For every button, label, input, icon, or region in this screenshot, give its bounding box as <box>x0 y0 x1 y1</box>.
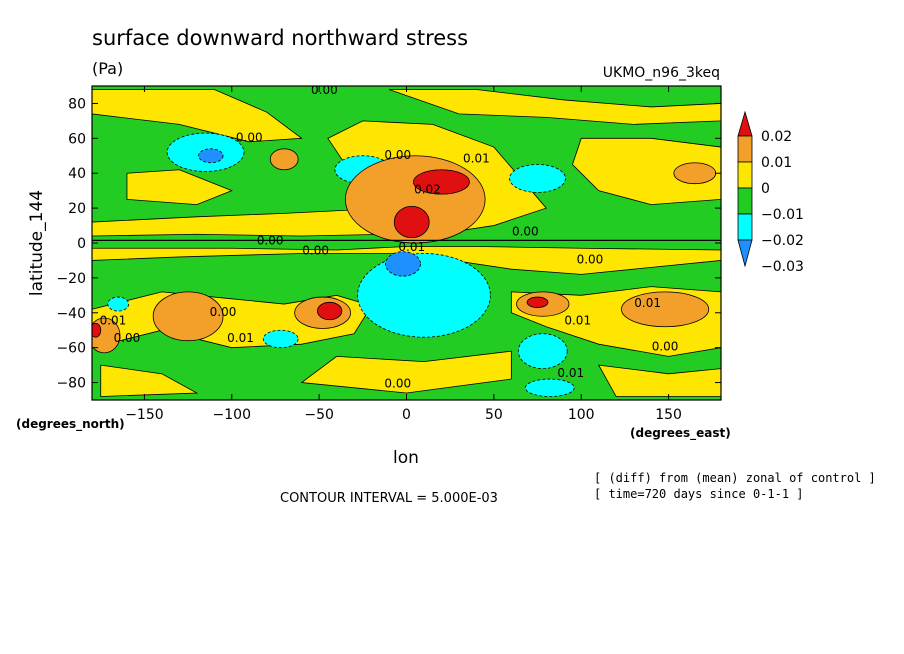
contour-label: 0.00 <box>652 340 679 354</box>
x-tick-label: −150 <box>125 407 163 423</box>
anomaly-region <box>509 164 566 193</box>
anomaly-region <box>673 162 717 185</box>
positive-region <box>92 246 721 275</box>
y-tick-label: 20 <box>68 201 86 217</box>
contour-label: 0.01 <box>227 331 254 345</box>
note-line-2: [ time=720 days since 0-1-1 ] <box>594 487 804 501</box>
x-tick-label: 0 <box>402 407 411 423</box>
contour-label: 0.01 <box>564 314 591 328</box>
anomaly-region <box>316 301 343 321</box>
x-axis-label: lon <box>393 448 419 468</box>
x-tick-label: 150 <box>655 407 682 423</box>
colorbar: 0.02 0.01 0 −0.01 −0.02 −0.03 <box>737 110 804 275</box>
y-tick-label: 40 <box>68 166 86 182</box>
contour-label: 0.00 <box>577 252 604 266</box>
anomaly-region <box>92 322 102 338</box>
colorbar-swatch <box>737 135 753 163</box>
x-axis-units: (degrees_east) <box>630 426 731 441</box>
contour-label: 0.01 <box>634 296 661 310</box>
positive-region <box>597 364 721 397</box>
positive-region <box>300 350 512 394</box>
anomaly-region <box>393 205 430 239</box>
x-tick-label: −50 <box>304 407 334 423</box>
anomaly-region <box>269 148 299 171</box>
y-tick-label: 60 <box>68 131 86 147</box>
y-tick-label: 0 <box>77 236 86 252</box>
anomaly-region <box>526 296 549 308</box>
contour-label: 0.00 <box>114 331 141 345</box>
note-line-1: [ (diff) from (mean) zonal of control ] <box>594 471 876 485</box>
contour-label: 0.00 <box>302 244 329 258</box>
colorbar-swatch <box>737 110 753 137</box>
contour-label: 0.00 <box>512 225 539 239</box>
positive-region <box>572 137 721 206</box>
contour-label: 0.02 <box>414 183 441 197</box>
x-tick-label: −100 <box>213 407 251 423</box>
colorbar-label: 0.01 <box>761 155 792 171</box>
y-tick-label: −80 <box>56 376 86 392</box>
colorbar-label: −0.01 <box>761 207 804 223</box>
positive-region <box>100 364 199 397</box>
y-tick-label: −40 <box>56 306 86 322</box>
field-fill <box>92 86 721 400</box>
anomaly-region <box>517 333 568 369</box>
x-axis: −150 −100 −50 0 50 100 150 <box>125 86 682 423</box>
contour-label: 0.01 <box>398 240 425 254</box>
anomaly-region <box>357 253 491 338</box>
positive-region <box>126 169 233 206</box>
contour-label: 0.01 <box>557 366 584 380</box>
contour-label: 0.01 <box>463 151 490 165</box>
colorbar-label: 0.02 <box>761 129 792 145</box>
contour-interval: CONTOUR INTERVAL = 5.000E-03 <box>280 491 498 506</box>
colorbar-swatch <box>737 239 753 268</box>
dataset-label: UKMO_n96_3keq <box>603 65 720 81</box>
anomaly-region <box>385 251 421 277</box>
contour-label: 0.00 <box>257 233 284 247</box>
plot-area: 0.00 0.00 0.00 0.00 0.00 0.00 0.00 0.00 0.00 0.00… <box>91 83 722 401</box>
x-tick-label: 100 <box>568 407 595 423</box>
anomaly-region <box>198 148 224 164</box>
y-axis-units: (degrees_north) <box>16 417 125 432</box>
chart-title: surface downward northward stress <box>92 26 468 50</box>
colorbar-label: 0 <box>761 181 770 197</box>
y-tick-label: −20 <box>56 271 86 287</box>
colorbar-label: −0.03 <box>761 259 804 275</box>
y-axis-label: latitude_144 <box>27 190 47 296</box>
contour-label: 0.00 <box>384 376 411 390</box>
anomaly-region <box>524 378 575 397</box>
contour-labels: 0.00 0.00 0.00 0.00 0.00 0.00 0.00 0.00 0.00 0.00… <box>100 83 679 390</box>
y-axis: 80 60 40 20 0 −20 −40 −60 −80 <box>56 96 721 392</box>
chart-units: (Pa) <box>92 59 123 78</box>
y-tick-label: −60 <box>56 341 86 357</box>
colorbar-swatch <box>737 187 753 215</box>
positive-region <box>92 89 303 143</box>
y-tick-label: 80 <box>68 96 86 112</box>
contour-label: 0.01 <box>100 314 127 328</box>
positive-region <box>388 89 721 125</box>
colorbar-label: −0.02 <box>761 233 804 249</box>
anomaly-region <box>262 329 299 349</box>
anomaly-region <box>413 169 470 195</box>
contour-label: 0.00 <box>236 130 263 144</box>
x-tick-label: 50 <box>485 407 503 423</box>
colorbar-swatch <box>737 213 753 241</box>
anomaly-region <box>107 296 130 312</box>
anomaly-region <box>152 291 224 342</box>
contour-label: 0.00 <box>384 148 411 162</box>
contour-label: 0.00 <box>210 305 237 319</box>
colorbar-swatch <box>737 161 753 189</box>
anomaly-region <box>621 291 710 328</box>
contour-label: 0.00 <box>311 83 338 97</box>
